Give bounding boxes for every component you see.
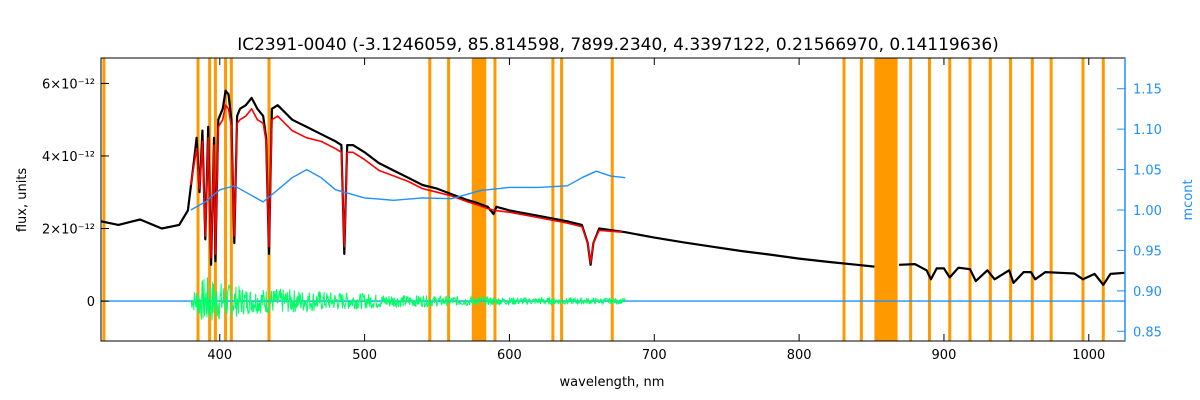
x-tick-label: 700 [642, 348, 667, 363]
mask-line [1101, 58, 1105, 341]
mask-line [610, 58, 614, 341]
x-tick-label: 600 [497, 348, 522, 363]
mask-line [948, 58, 952, 341]
mask-line [229, 58, 233, 341]
mask-line [859, 58, 863, 341]
series-line-2 [190, 104, 623, 264]
y-right-tick-label: 1.00 [1133, 204, 1162, 219]
y-axis-label: flux, units [15, 168, 30, 233]
y-right-tick-label: 1.15 [1133, 83, 1162, 98]
mask-line [1030, 58, 1034, 341]
y-right-tick-label: 1.10 [1133, 123, 1162, 138]
series-line-3 [190, 168, 626, 211]
data-series [100, 89, 1126, 321]
mask-line [493, 58, 497, 341]
y-axis-left: 0 2×10⁻¹² 4×10⁻¹² 6×10⁻¹² [42, 77, 109, 310]
y-tick-label: 2×10⁻¹² [42, 223, 95, 238]
mask-line [842, 58, 846, 341]
x-tick-label: 800 [787, 348, 812, 363]
mask-line [102, 58, 106, 341]
y-axis-right-label: mcont [1181, 179, 1196, 220]
y-right-tick-label: 0.90 [1133, 285, 1162, 300]
mask-line [560, 58, 564, 341]
x-tick-label: 500 [352, 348, 377, 363]
y-tick-label: 0 [87, 295, 95, 310]
x-tick-label: 400 [207, 348, 232, 363]
y-axis-right: 0.85 0.90 0.95 1.00 1.05 1.10 1.15 [1117, 58, 1162, 341]
x-tick-label: 1000 [1072, 348, 1105, 363]
mask-line [428, 58, 432, 341]
mask-line [909, 58, 913, 341]
mask-line [1009, 58, 1013, 341]
chart-title: IC2391-0040 (-3.1246059, 85.814598, 7899… [237, 35, 999, 55]
y-tick-label: 4×10⁻¹² [42, 150, 95, 165]
x-axis-label: wavelength, nm [560, 375, 665, 390]
x-tick-label: 900 [932, 348, 957, 363]
mask-line [196, 58, 200, 341]
y-right-tick-label: 0.85 [1133, 325, 1162, 340]
y-right-tick-label: 0.95 [1133, 244, 1162, 259]
mask-line [551, 58, 555, 341]
mask-line [447, 58, 451, 341]
mask-line [224, 58, 228, 341]
mask-line [1049, 58, 1053, 341]
y-tick-label: 6×10⁻¹² [42, 77, 95, 92]
mask-band [471, 58, 487, 341]
y-right-tick-label: 1.05 [1133, 164, 1162, 179]
series-line-1 [899, 263, 1126, 286]
mask-line [1081, 58, 1085, 341]
mask-line [988, 58, 992, 341]
mask-line [968, 58, 972, 341]
mask-line [927, 58, 931, 341]
residual-series [190, 277, 626, 321]
mask-band [874, 58, 898, 341]
x-axis: 400 500 600 700 800 900 1000 [207, 58, 1105, 363]
